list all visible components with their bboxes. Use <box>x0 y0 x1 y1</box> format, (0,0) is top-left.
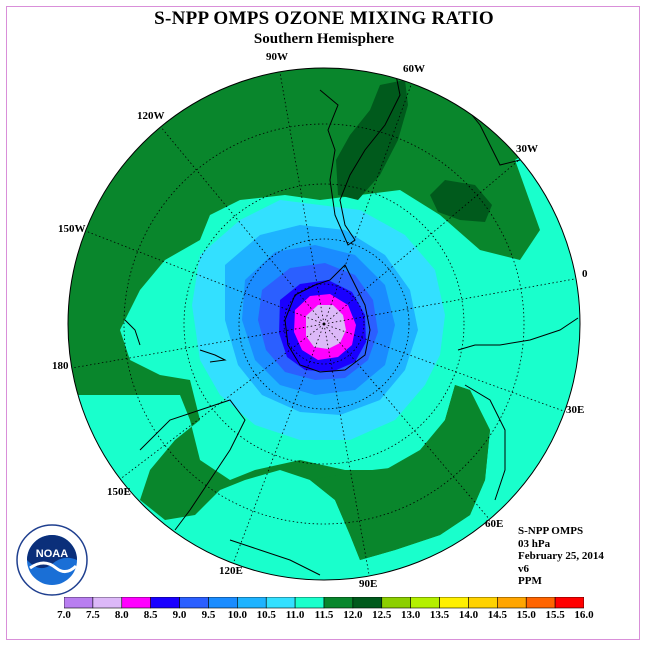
colorbar-swatch <box>497 597 527 609</box>
info-block: S-NPP OMPS 03 hPa February 25, 2014 v6 P… <box>518 525 604 588</box>
contour-11.5-east <box>310 385 490 560</box>
colorbar-tick-label: 10.0 <box>227 609 247 621</box>
colorbar-tick-label: 15.0 <box>516 609 536 621</box>
colorbar-tick-label: 14.0 <box>458 609 479 621</box>
colorbar-swatch <box>410 597 440 609</box>
noaa-logo: NOAA <box>16 524 88 596</box>
colorbar-tick-label: 11.0 <box>285 609 305 621</box>
lon-label-30w: 30W <box>516 143 538 155</box>
colorbar-swatch <box>352 597 383 609</box>
colorbar-tick-label: 9.5 <box>201 609 216 621</box>
colorbar-tick-label: 13.0 <box>401 609 421 621</box>
colorbar <box>64 597 584 609</box>
colorbar-tick-label: 15.5 <box>545 609 565 621</box>
colorbar-tick-label: 7.5 <box>86 609 100 621</box>
lon-label-150e: 150E <box>107 486 131 498</box>
colorbar-swatch <box>468 597 498 609</box>
colorbar-swatch <box>381 597 411 609</box>
colorbar-swatch <box>92 597 123 609</box>
lon-label-90w: 90W <box>266 51 288 63</box>
lon-label-0: 0 <box>582 268 588 280</box>
colorbar-swatch <box>439 597 469 609</box>
colorbar-swatch <box>64 597 94 609</box>
colorbar-tick-label: 9.0 <box>172 609 187 621</box>
noaa-logo-text: NOAA <box>36 548 68 560</box>
colorbar-tick-label: 16.0 <box>574 609 594 621</box>
colorbar-swatch <box>208 597 238 609</box>
observation-date: February 25, 2014 <box>518 550 604 562</box>
colorbar-tick-label: 12.5 <box>372 609 392 621</box>
contour-7.5 <box>306 305 346 349</box>
colorbar-swatch <box>121 597 151 609</box>
lon-label-150w: 150W <box>58 223 86 235</box>
colorbar-swatch <box>265 597 296 609</box>
contour-12.0-a <box>336 80 408 200</box>
colorbar-tick-label: 11.5 <box>314 609 334 621</box>
lon-label-120w: 120W <box>137 110 165 122</box>
product-version: v6 <box>518 562 529 575</box>
colorbar-swatch <box>179 597 209 609</box>
colorbar-tick-label: 8.5 <box>143 609 158 621</box>
colorbar-swatch <box>554 597 584 609</box>
contour-12.0-b <box>430 180 492 222</box>
graticule <box>71 68 580 580</box>
instrument-name: S-NPP OMPS <box>518 525 584 537</box>
map-subtitle: Southern Hemisphere <box>253 31 395 47</box>
colorbar-tick-label: 13.5 <box>429 609 450 621</box>
colorbar-swatch <box>294 597 325 609</box>
colorbar-swatch <box>323 597 354 609</box>
colorbar-tick-label: 8.0 <box>114 609 129 621</box>
colorbar-swatch <box>525 597 556 609</box>
lon-label-30e: 30E <box>566 404 585 416</box>
colorbar-swatch <box>150 597 180 609</box>
colorbar-tick-label: 10.5 <box>256 609 276 621</box>
lon-label-120e: 120E <box>219 565 243 577</box>
lon-label-180: 180 <box>52 360 69 372</box>
colorbar-tick-label: 7.0 <box>57 609 71 621</box>
colorbar-swatch <box>237 597 267 609</box>
map-title: S-NPP OMPS OZONE MIXING RATIO <box>154 8 494 29</box>
colorbar-tick-label: 12.0 <box>343 609 363 621</box>
coastlines <box>124 69 579 576</box>
figure-frame <box>6 6 640 640</box>
pressure-level: 03 hPa <box>518 537 551 550</box>
map-boundary <box>67 67 581 581</box>
colorbar-tick-label: 14.5 <box>487 609 507 621</box>
lon-label-90e: 90E <box>359 578 378 590</box>
lon-label-60e: 60E <box>485 518 504 530</box>
units-label: PPM <box>518 575 542 587</box>
lon-label-60w: 60W <box>403 63 425 75</box>
